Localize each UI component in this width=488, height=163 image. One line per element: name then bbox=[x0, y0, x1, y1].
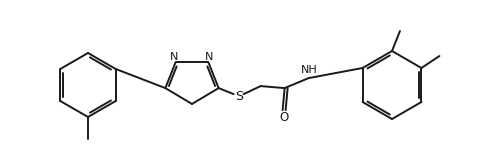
Text: S: S bbox=[235, 90, 243, 103]
Text: N: N bbox=[170, 52, 179, 62]
Text: NH: NH bbox=[301, 65, 318, 75]
Text: O: O bbox=[279, 111, 288, 124]
Text: N: N bbox=[205, 52, 214, 62]
